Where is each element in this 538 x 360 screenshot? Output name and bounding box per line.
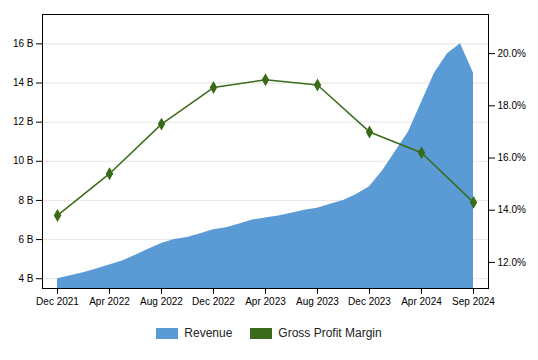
svg-text:Dec 2023: Dec 2023 [348, 296, 391, 307]
svg-text:16.0%: 16.0% [498, 152, 526, 163]
svg-text:Aug 2023: Aug 2023 [296, 296, 339, 307]
svg-text:16 B: 16 B [13, 38, 34, 49]
svg-text:Apr 2023: Apr 2023 [245, 296, 286, 307]
svg-text:14.0%: 14.0% [498, 204, 526, 215]
svg-text:Dec 2021: Dec 2021 [36, 296, 79, 307]
svg-text:Aug 2022: Aug 2022 [140, 296, 183, 307]
html-text:Revenue: Revenue [184, 326, 233, 340]
svg-text:Dec 2022: Dec 2022 [192, 296, 235, 307]
html-text:Gross Profit Margin: Gross Profit Margin [278, 326, 382, 340]
svg-text:10 B: 10 B [13, 155, 34, 166]
svg-text:8 B: 8 B [18, 195, 33, 206]
svg-text:12.0%: 12.0% [498, 257, 526, 268]
svg-text:12 B: 12 B [13, 116, 34, 127]
svg-text:6 B: 6 B [18, 234, 33, 245]
svg-text:14 B: 14 B [13, 77, 34, 88]
svg-text:4 B: 4 B [18, 273, 33, 284]
svg-text:Apr 2024: Apr 2024 [401, 296, 442, 307]
svg-text:18.0%: 18.0% [498, 100, 526, 111]
svg-text:20.0%: 20.0% [498, 48, 526, 59]
svg-text:Apr 2022: Apr 2022 [89, 296, 130, 307]
svg-text:Sep 2024: Sep 2024 [452, 296, 495, 307]
